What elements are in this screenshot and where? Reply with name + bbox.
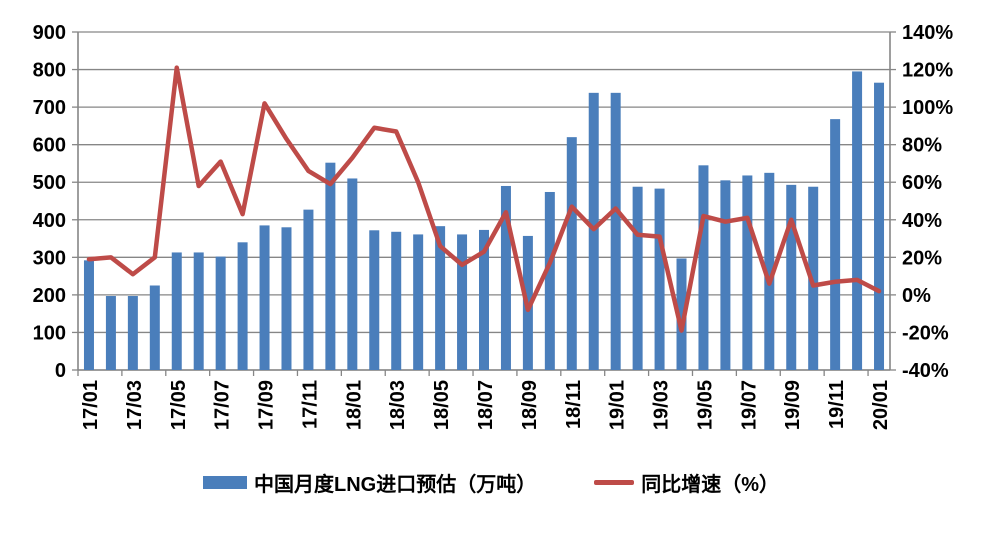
left-axis-label: 800 <box>33 60 66 82</box>
bar-19/01 <box>610 92 621 370</box>
x-axis-label: 17/11 <box>299 380 321 429</box>
x-axis-label: 19/07 <box>738 380 760 430</box>
x-axis-label: 18/05 <box>431 380 453 430</box>
x-axis-label: 19/03 <box>651 380 673 430</box>
bar-18/03 <box>391 231 402 370</box>
bar-19/03 <box>654 188 665 370</box>
x-axis-label: 20/01 <box>870 380 892 430</box>
bar-19/10 <box>808 186 819 370</box>
x-axis-label: 18/09 <box>519 380 541 430</box>
bar-19/11 <box>830 119 841 370</box>
left-axis-label: 200 <box>33 285 66 307</box>
bar-17/02 <box>105 296 116 370</box>
bar-18/04 <box>413 234 424 370</box>
bar-17/01 <box>83 260 94 370</box>
right-axis-label: 20% <box>902 247 942 269</box>
x-axis-label: 17/03 <box>124 380 146 430</box>
left-axis-label: 700 <box>33 97 66 119</box>
right-axis-label: 60% <box>902 172 942 194</box>
left-axis-label: 500 <box>33 172 66 194</box>
right-axis-label: 120% <box>902 60 953 82</box>
bar-17/05 <box>171 252 182 370</box>
bar-19/02 <box>632 186 643 370</box>
bar-18/07 <box>479 229 489 370</box>
bar-19/06 <box>720 180 731 370</box>
bar-18/02 <box>369 230 380 370</box>
right-axis-label: 100% <box>902 97 953 119</box>
right-axis-label: 140% <box>902 22 953 44</box>
bar-17/09 <box>259 225 270 370</box>
x-axis-label: 17/01 <box>80 380 102 430</box>
bar-18/01 <box>347 178 358 370</box>
x-axis-label: 19/09 <box>782 380 804 430</box>
right-axis-label: 40% <box>902 210 942 232</box>
x-axis-label: 18/03 <box>387 380 409 430</box>
right-axis-label: 0% <box>902 285 931 307</box>
legend-bar-label: 中国月度LNG进口预估（万吨） <box>253 474 537 496</box>
x-axis-label: 17/07 <box>212 380 234 430</box>
yoy-growth-line <box>86 65 882 333</box>
x-axis-label: 19/11 <box>826 380 848 429</box>
bar-17/04 <box>149 285 160 370</box>
chart-legend: 中国月度LNG进口预估（万吨） 同比增速（%） <box>0 468 982 497</box>
bar-19/08 <box>764 172 775 370</box>
left-axis-label: 100 <box>33 322 66 344</box>
bar-18/10 <box>544 191 555 370</box>
left-axis-label: 400 <box>33 210 66 232</box>
right-axis-label: 80% <box>902 135 942 157</box>
right-axis-label: -20% <box>902 322 949 344</box>
bar-17/10 <box>281 227 292 370</box>
x-axis-label: 17/05 <box>168 380 190 430</box>
bar-17/07 <box>215 256 226 370</box>
bar-19/09 <box>786 184 797 370</box>
legend-line-label: 同比增速（%） <box>641 474 779 496</box>
x-axis-label: 18/11 <box>563 380 585 429</box>
bar-18/05 <box>435 226 446 370</box>
bar-17/03 <box>127 296 138 370</box>
bar-19/04 <box>676 258 687 370</box>
x-axis-label: 19/01 <box>607 380 629 430</box>
x-axis-label: 17/09 <box>256 380 278 430</box>
legend-item-bars: 中国月度LNG进口预估（万吨） <box>202 468 537 497</box>
right-axis-label: -40% <box>902 360 949 382</box>
bar-20/01 <box>874 82 885 370</box>
bar-17/06 <box>193 252 204 370</box>
bar-19/07 <box>742 175 753 370</box>
legend-line-swatch <box>594 480 635 485</box>
bar-18/12 <box>588 92 599 370</box>
bar-19/05 <box>698 165 709 370</box>
x-axis-label: 18/01 <box>343 380 365 430</box>
bar-18/06 <box>457 234 468 370</box>
left-axis-label: 300 <box>33 247 66 269</box>
bar-18/08 <box>500 185 511 370</box>
left-axis-label: 0 <box>55 360 66 382</box>
bar-19/12 <box>852 71 863 370</box>
bar-17/08 <box>237 242 248 370</box>
x-axis-label: 19/05 <box>694 380 716 430</box>
bar-18/11 <box>566 137 577 370</box>
x-axis-label: 18/07 <box>475 380 497 430</box>
bar-17/12 <box>325 162 336 370</box>
bar-17/11 <box>303 209 314 370</box>
left-axis-label: 600 <box>33 135 66 157</box>
left-axis-label: 900 <box>33 22 66 44</box>
legend-bar-swatch <box>202 476 247 489</box>
legend-item-line: 同比增速（%） <box>594 468 779 497</box>
